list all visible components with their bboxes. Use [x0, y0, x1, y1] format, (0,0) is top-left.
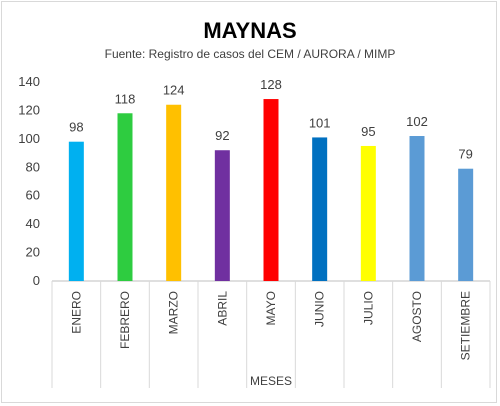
- chart-title: MAYNAS: [203, 18, 297, 43]
- bar: [409, 136, 425, 281]
- y-tick-label: 80: [26, 159, 40, 174]
- y-tick-label: 140: [18, 74, 40, 89]
- y-tick-label: 20: [26, 245, 40, 260]
- chart-subtitle: Fuente: Registro de casos del CEM / AURO…: [104, 47, 396, 61]
- category-label: JULIO: [361, 291, 375, 325]
- y-tick-label: 100: [18, 131, 40, 146]
- category-label: JUNIO: [313, 291, 327, 327]
- bar: [117, 113, 133, 282]
- x-axis-title: MESES: [250, 374, 292, 388]
- y-tick-label: 120: [18, 102, 40, 117]
- data-label: 124: [163, 83, 185, 98]
- bar: [360, 145, 376, 281]
- data-label: 102: [406, 114, 428, 129]
- category-label: FEBRERO: [118, 291, 132, 349]
- bar: [214, 150, 230, 281]
- y-tick-label: 60: [26, 188, 40, 203]
- category-label: ABRIL: [215, 291, 229, 326]
- category-label: SETIEMBRE: [459, 291, 473, 360]
- bar: [458, 168, 474, 281]
- bar: [263, 99, 279, 281]
- data-label: 98: [69, 120, 83, 135]
- y-tick-label: 0: [33, 273, 40, 288]
- category-label: ENERO: [69, 291, 83, 334]
- data-label: 101: [309, 115, 331, 130]
- bar: [166, 104, 182, 281]
- category-label: MAYO: [264, 291, 278, 325]
- data-label: 128: [260, 77, 282, 92]
- data-label: 118: [115, 91, 136, 106]
- category-label: AGOSTO: [410, 291, 424, 342]
- bar: [68, 141, 84, 281]
- data-label: 79: [458, 147, 472, 162]
- bar: [312, 137, 328, 281]
- category-label: MARZO: [167, 291, 181, 334]
- data-label: 95: [361, 124, 375, 139]
- y-tick-label: 40: [26, 216, 40, 231]
- data-label: 92: [215, 128, 229, 143]
